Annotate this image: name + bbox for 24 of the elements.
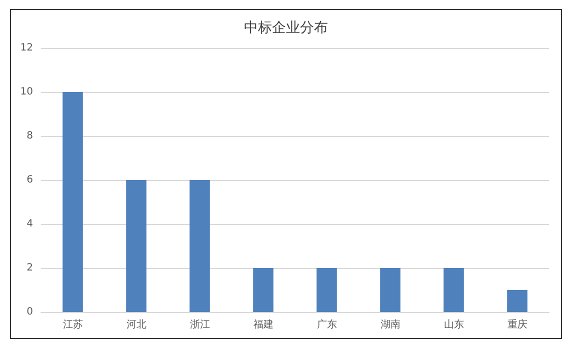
x-tick-label: 河北 [126,318,146,330]
bar [316,268,337,312]
x-tick-label: 湖南 [380,318,400,330]
x-tick-label: 重庆 [507,318,528,330]
x-tick-label: 浙江 [190,318,210,330]
y-tick-label: 2 [26,262,33,274]
y-tick-label: 10 [20,86,33,98]
x-tick-label: 山东 [444,318,464,330]
bar [126,180,146,312]
bar [444,268,464,312]
bar [62,92,83,312]
bar [190,180,210,312]
y-tick-label: 6 [26,174,33,186]
x-tick-label: 江苏 [62,318,83,330]
y-tick-label: 12 [20,42,33,54]
chart-title: 中标企业分布 [244,20,328,36]
bar [507,290,528,312]
x-tick-label: 福建 [253,318,274,330]
y-tick-label: 0 [26,306,33,318]
y-tick-label: 4 [26,218,33,230]
y-tick-label: 8 [26,130,33,142]
bar [380,268,400,312]
x-tick-label: 广东 [316,318,337,330]
bar [253,268,274,312]
